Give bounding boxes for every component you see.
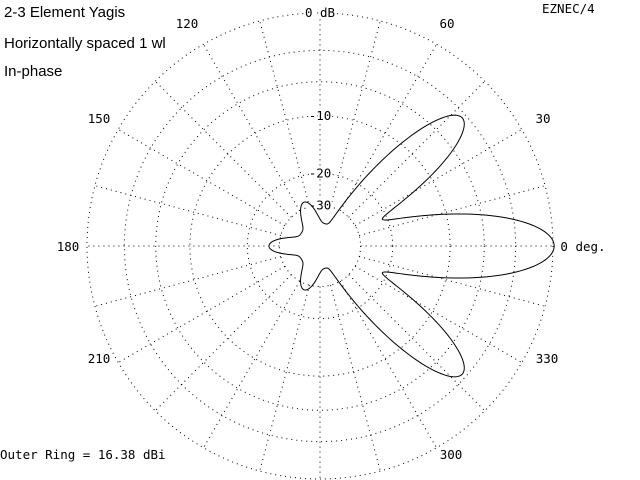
grid-spoke bbox=[94, 185, 281, 236]
ring-label: 0 dB bbox=[305, 5, 335, 20]
grid-spoke bbox=[203, 43, 301, 212]
grid-spoke bbox=[354, 129, 523, 227]
angle-label-300: 300 bbox=[440, 447, 463, 462]
grid-ring bbox=[246, 172, 394, 320]
ring-label: -30 bbox=[309, 197, 332, 212]
angle-label-210: 210 bbox=[88, 351, 111, 366]
grid-spoke bbox=[203, 280, 301, 449]
angle-label-330: 330 bbox=[536, 351, 559, 366]
grid-spoke bbox=[117, 129, 286, 227]
outer-ring-readout: Outer Ring = 16.38 dBi bbox=[0, 447, 166, 462]
grid-spoke bbox=[354, 265, 523, 363]
grid-spoke bbox=[154, 274, 292, 412]
chart-subtitle-phase: In-phase bbox=[4, 63, 63, 80]
grid-ring bbox=[278, 204, 362, 288]
chart-subtitle-spacing: Horizontally spaced 1 wl bbox=[4, 35, 166, 52]
grid-spoke bbox=[259, 20, 310, 207]
grid-spoke bbox=[94, 256, 281, 307]
angle-label-60: 60 bbox=[439, 16, 454, 31]
grid-spoke bbox=[359, 256, 546, 307]
chart-title: 2-3 Element Yagis bbox=[4, 4, 126, 21]
angle-label-30: 30 bbox=[535, 111, 550, 126]
pattern-trace bbox=[268, 114, 555, 378]
angle-label-150: 150 bbox=[88, 111, 111, 126]
grid-spoke bbox=[348, 80, 486, 218]
angle-label-0: 0 deg. bbox=[560, 239, 605, 254]
angle-label-180: 180 bbox=[57, 239, 80, 254]
grid-spoke bbox=[330, 20, 381, 207]
grid-spoke bbox=[339, 280, 437, 449]
grid-spoke bbox=[154, 80, 292, 218]
grid-ring bbox=[189, 115, 451, 377]
grid-spoke bbox=[359, 185, 546, 236]
grid-spoke bbox=[259, 285, 310, 472]
ring-label: -10 bbox=[309, 108, 332, 123]
grid-spoke bbox=[330, 285, 381, 472]
eznec-brand: EZNEC/4 bbox=[542, 1, 595, 16]
ring-label: -20 bbox=[309, 165, 332, 180]
grid-spoke bbox=[117, 265, 286, 363]
grid-ring bbox=[86, 12, 554, 480]
grid-spoke bbox=[339, 43, 437, 212]
grid-spoke bbox=[348, 274, 486, 412]
angle-label-120: 120 bbox=[176, 16, 199, 31]
grid-ring bbox=[155, 81, 485, 411]
